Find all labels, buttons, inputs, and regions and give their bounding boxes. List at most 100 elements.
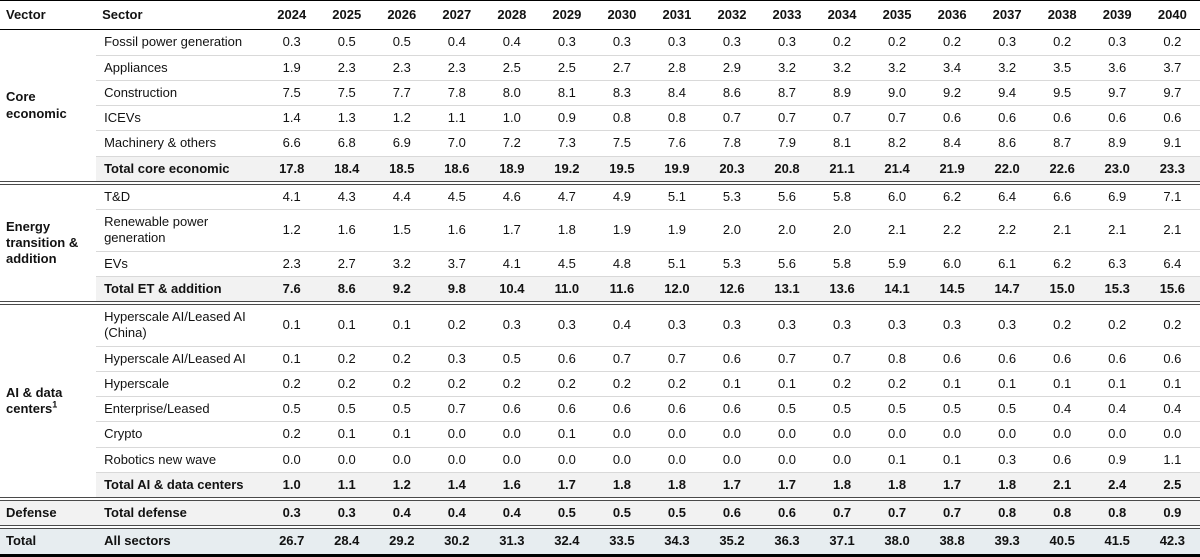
- value-cell: 41.5: [1089, 525, 1145, 557]
- value-cell: 2.7: [319, 250, 375, 277]
- value-cell: 0.3: [667, 34, 686, 50]
- value-cell: 0.2: [319, 345, 375, 372]
- value-cell: 9.0: [869, 79, 925, 106]
- table-row: Total AI & data centers 1.0 1.1 1.2 1.4 1.6 1.…: [0, 471, 1200, 499]
- sector-label: Enterprise/Leased: [96, 395, 265, 422]
- sector-label: Hyperscale AI/Leased AI (China): [96, 301, 265, 346]
- sector-label: Total AI & data centers: [96, 471, 265, 499]
- value-cell: 4.5: [429, 180, 485, 210]
- header-row: Vector Sector 2024 2025 2026 2027 2028 2029 2030…: [0, 0, 1200, 31]
- value-cell: 1.8: [814, 471, 870, 499]
- value-cell: 0.2: [814, 370, 870, 397]
- sector-label: Appliances: [96, 54, 265, 81]
- value-cell: 5.1: [649, 180, 705, 210]
- value-cell: 3.7: [1144, 54, 1200, 81]
- value-cell: 0.1: [319, 301, 375, 346]
- value-cell: 0.9: [1089, 446, 1145, 473]
- value-cell: 5.3: [704, 180, 760, 210]
- sector-label: T&D: [96, 180, 265, 210]
- value-cell: 0.3: [282, 34, 301, 50]
- value-cell: 34.3: [649, 525, 705, 557]
- value-cell: 0.3: [979, 301, 1035, 346]
- value-cell: 35.2: [704, 525, 760, 557]
- value-cell: 0.7: [869, 496, 925, 528]
- value-cell: 1.8: [594, 471, 650, 499]
- value-cell: 0.3: [777, 34, 797, 50]
- vector-label: Total: [0, 525, 97, 557]
- value-cell: 9.4: [979, 79, 1035, 106]
- value-cell: 0.8: [1089, 496, 1145, 528]
- table-row: AI & data centers1 Hyperscale AI/Leased A…: [0, 301, 1200, 499]
- value-cell: 19.9: [649, 155, 705, 183]
- value-cell: 3.4: [924, 54, 980, 81]
- value-cell: 0.7: [814, 496, 870, 528]
- value-cell: 0.5: [264, 395, 320, 422]
- value-cell: 0.3: [704, 301, 760, 346]
- value-cell: 2.8: [649, 54, 705, 81]
- value-cell: 28.4: [319, 525, 375, 557]
- value-cell: 0.5: [979, 395, 1035, 422]
- value-cell: 1.9: [264, 54, 320, 81]
- value-cell: 21.4: [869, 155, 925, 183]
- value-cell: 2.0: [814, 209, 870, 251]
- value-cell: 6.4: [979, 180, 1035, 210]
- value-cell: 0.2: [1089, 301, 1145, 346]
- value-cell: 0.5: [814, 395, 870, 422]
- value-cell: 0.6: [759, 496, 815, 528]
- value-cell: 9.2: [924, 79, 980, 106]
- value-cell: 6.8: [319, 130, 375, 156]
- value-cell: 0.6: [539, 395, 595, 422]
- value-cell: 0.9: [1144, 496, 1200, 528]
- table-row: Total ET & addition 7.6 8.6 9.2 9.8 10.4 11.0 1…: [0, 275, 1200, 303]
- value-cell: 0.5: [392, 34, 411, 50]
- value-cell: 0.7: [814, 345, 870, 372]
- value-cell: 7.9: [759, 130, 815, 156]
- value-cell: 0.3: [612, 34, 631, 50]
- value-cell: 0.7: [869, 104, 925, 131]
- col-header-year-2040: 2040: [1144, 0, 1200, 31]
- value-cell: 0.7: [759, 104, 815, 131]
- col-header-year-2035: 2035: [869, 0, 925, 31]
- value-cell: 0.3: [539, 301, 595, 346]
- value-cell: 0.0: [594, 421, 650, 447]
- value-cell: 0.3: [1108, 34, 1127, 50]
- table-row: Total All sectors 26.7 28.4 29.2 30.2 31.3 32.4…: [0, 525, 1200, 557]
- value-cell: 8.3: [594, 79, 650, 106]
- value-cell: 2.3: [264, 250, 320, 277]
- value-cell: 8.6: [319, 275, 375, 303]
- value-cell: 2.7: [594, 54, 650, 81]
- value-cell: 0.0: [979, 421, 1035, 447]
- value-cell: 7.3: [539, 130, 595, 156]
- col-header-year-2027: 2027: [429, 0, 485, 31]
- value-cell: 4.4: [374, 180, 430, 210]
- value-cell: 0.3: [979, 446, 1035, 473]
- value-cell: 0.4: [484, 496, 540, 528]
- value-cell: 2.0: [759, 209, 815, 251]
- value-cell: 1.7: [924, 471, 980, 499]
- value-cell: 3.2: [869, 54, 925, 81]
- value-cell: 6.2: [1034, 250, 1090, 277]
- col-header-year-2024: 2024: [264, 0, 320, 31]
- value-cell: 18.9: [484, 155, 540, 183]
- value-cell: 14.7: [979, 275, 1035, 303]
- value-cell: 1.9: [594, 209, 650, 251]
- value-cell: 0.5: [374, 395, 430, 422]
- value-cell: 0.0: [814, 446, 870, 473]
- col-header-year-2030: 2030: [594, 0, 650, 31]
- col-header-year-2034: 2034: [814, 0, 870, 31]
- value-cell: 11.0: [539, 275, 595, 303]
- value-cell: 0.5: [869, 395, 925, 422]
- value-cell: 0.1: [924, 370, 980, 397]
- value-cell: 5.6: [759, 180, 815, 210]
- value-cell: 0.5: [337, 34, 356, 50]
- table-row: Defense Total defense 0.3 0.3 0.4 0.4 0.4 0.5 0.…: [0, 496, 1200, 528]
- value-cell: 1.1: [1144, 446, 1200, 473]
- value-cell: 0.1: [759, 370, 815, 397]
- value-cell: 8.6: [704, 79, 760, 106]
- value-cell: 4.9: [594, 180, 650, 210]
- value-cell: 4.1: [264, 180, 320, 210]
- value-cell: 0.0: [594, 446, 650, 473]
- value-cell: 0.8: [979, 496, 1035, 528]
- value-cell: 8.4: [649, 79, 705, 106]
